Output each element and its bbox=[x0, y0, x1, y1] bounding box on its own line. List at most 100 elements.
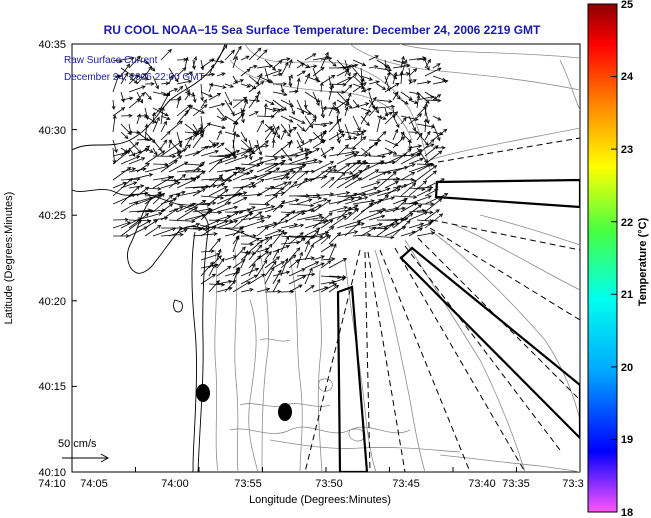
current-vector-arrow bbox=[216, 265, 232, 277]
current-vector-arrow bbox=[144, 225, 161, 237]
current-vector-arrow bbox=[208, 158, 223, 173]
current-vector-head bbox=[301, 268, 306, 272]
current-vector-arrow bbox=[304, 221, 327, 229]
current-vector-arrow bbox=[320, 106, 327, 117]
current-vector-arrow bbox=[176, 67, 187, 77]
current-vector-head bbox=[341, 277, 346, 281]
current-vector-head bbox=[231, 279, 236, 285]
current-vector-arrow bbox=[168, 120, 183, 133]
current-vector-arrow bbox=[352, 115, 361, 131]
current-vector-arrow bbox=[432, 63, 441, 69]
current-vector-head bbox=[363, 196, 369, 200]
current-vector-head bbox=[158, 147, 162, 152]
current-vector-arrow bbox=[176, 190, 201, 197]
current-vector-head bbox=[381, 86, 387, 90]
current-vector-arrow bbox=[376, 161, 396, 165]
current-vector-head bbox=[211, 273, 217, 278]
current-vector-head bbox=[360, 222, 365, 226]
current-vector-arrow bbox=[224, 155, 248, 165]
x-tick-label: 73:45 bbox=[392, 478, 420, 490]
current-vector-arrow bbox=[208, 220, 228, 229]
current-vector-head bbox=[426, 66, 430, 71]
current-vector-arrow bbox=[384, 139, 399, 147]
current-vector-arrow bbox=[312, 131, 327, 141]
current-vector-arrow bbox=[424, 99, 441, 102]
current-vector-head bbox=[251, 251, 257, 256]
current-vector-arrow bbox=[296, 209, 315, 213]
current-vector-head bbox=[172, 154, 177, 159]
current-vector-head bbox=[163, 139, 168, 144]
current-vector-arrow bbox=[376, 223, 395, 237]
current-vector-head bbox=[406, 220, 411, 225]
current-vector-head bbox=[348, 84, 353, 89]
current-vector-arrow bbox=[232, 139, 236, 155]
current-vector-head bbox=[382, 171, 387, 176]
current-vector-head bbox=[357, 127, 361, 132]
current-vector-head bbox=[200, 133, 204, 138]
current-vector-head bbox=[148, 65, 153, 71]
current-vector-head bbox=[292, 169, 297, 174]
current-vector-arrow bbox=[336, 192, 358, 205]
current-vector-head bbox=[188, 71, 193, 76]
current-vector-arrow bbox=[376, 99, 392, 102]
current-vector-head bbox=[233, 219, 239, 224]
current-vector-arrow bbox=[280, 224, 298, 229]
current-vector-arrow bbox=[368, 97, 377, 109]
current-vector-head bbox=[416, 94, 421, 99]
current-vector-arrow bbox=[120, 72, 128, 85]
current-vector-head bbox=[269, 185, 275, 190]
current-vector-arrow bbox=[152, 176, 174, 189]
current-vector-arrow bbox=[408, 57, 426, 61]
current-vector-head bbox=[340, 130, 345, 135]
current-vector-arrow bbox=[264, 107, 277, 112]
current-vector-arrow bbox=[184, 83, 190, 93]
current-vector-head bbox=[283, 92, 288, 97]
current-vector-arrow bbox=[184, 92, 191, 101]
current-vector-head bbox=[254, 94, 259, 99]
current-vector-arrow bbox=[192, 91, 196, 103]
current-vector-arrow bbox=[416, 132, 423, 141]
current-vector-arrow bbox=[128, 139, 142, 154]
current-vector-head bbox=[141, 157, 146, 161]
current-vector-head bbox=[157, 107, 163, 112]
current-vector-arrow bbox=[352, 59, 366, 66]
current-vector-arrow bbox=[272, 91, 287, 96]
current-vector-head bbox=[227, 265, 232, 270]
current-vector-arrow bbox=[368, 227, 388, 230]
current-vector-head bbox=[250, 182, 255, 186]
current-vector-head bbox=[430, 202, 435, 206]
current-vector-head bbox=[263, 103, 268, 108]
current-vector-arrow bbox=[216, 258, 225, 269]
current-vector-head bbox=[130, 56, 135, 61]
current-vector-arrow bbox=[160, 139, 167, 149]
current-vector-head bbox=[399, 70, 404, 75]
current-vector-arrow bbox=[136, 59, 149, 64]
current-vector-arrow bbox=[120, 186, 140, 205]
current-vector-arrow bbox=[208, 93, 221, 101]
current-vector-arrow bbox=[336, 207, 352, 221]
current-vector-arrow bbox=[336, 98, 350, 109]
current-vector-arrow bbox=[392, 148, 412, 165]
current-vector-arrow bbox=[384, 83, 400, 93]
current-vector-arrow bbox=[352, 103, 369, 109]
current-vector-head bbox=[239, 79, 245, 83]
current-vector-arrow bbox=[344, 160, 361, 173]
current-vector-head bbox=[329, 192, 335, 197]
current-vector-arrow bbox=[360, 181, 380, 189]
current-vector-head bbox=[178, 140, 183, 145]
current-vector-head bbox=[249, 288, 254, 292]
current-vector-arrow bbox=[192, 145, 209, 157]
current-vector-arrow bbox=[384, 111, 398, 125]
current-vector-arrow bbox=[312, 193, 334, 197]
current-vector-arrow bbox=[328, 84, 334, 101]
current-vector-arrow bbox=[264, 236, 273, 245]
current-vector-head bbox=[273, 194, 279, 199]
current-vector-arrow bbox=[200, 195, 224, 199]
current-vector-head bbox=[212, 144, 217, 149]
current-vector-arrow bbox=[224, 255, 237, 261]
current-vector-arrow bbox=[200, 122, 211, 133]
current-vector-head bbox=[253, 64, 258, 69]
current-vector-arrow bbox=[232, 211, 253, 229]
current-vector-head bbox=[322, 123, 328, 128]
current-vector-arrow bbox=[416, 81, 431, 85]
